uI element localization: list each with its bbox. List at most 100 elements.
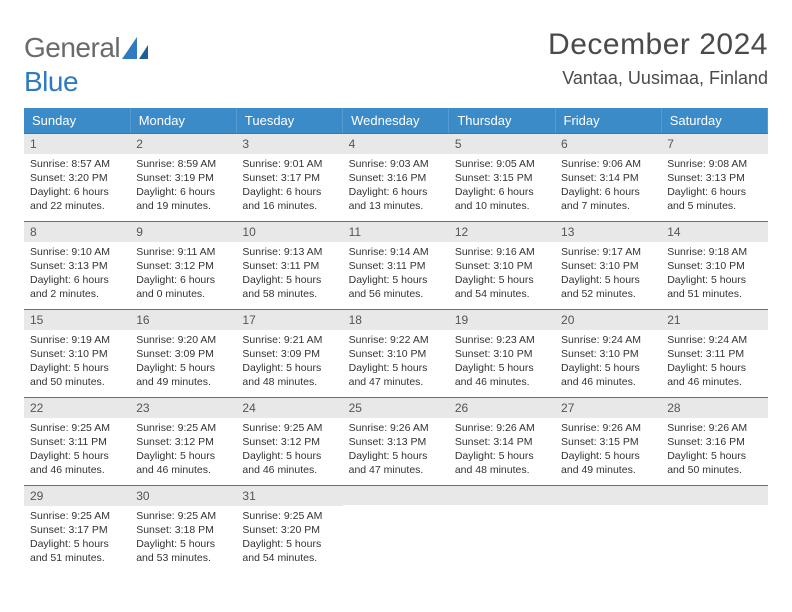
calendar-week: 1Sunrise: 8:57 AMSunset: 3:20 PMDaylight… bbox=[24, 133, 768, 221]
day-number: 3 bbox=[236, 134, 342, 154]
day-number: 2 bbox=[130, 134, 236, 154]
day-info: Sunrise: 9:23 AMSunset: 3:10 PMDaylight:… bbox=[449, 330, 555, 396]
day-number: 14 bbox=[661, 222, 767, 242]
day-info: Sunrise: 9:11 AMSunset: 3:12 PMDaylight:… bbox=[130, 242, 236, 308]
calendar-header: SundayMondayTuesdayWednesdayThursdayFrid… bbox=[24, 108, 768, 133]
calendar-cell: 14Sunrise: 9:18 AMSunset: 3:10 PMDayligh… bbox=[661, 221, 767, 309]
brand-word2: Blue bbox=[24, 66, 78, 97]
calendar-cell: 17Sunrise: 9:21 AMSunset: 3:09 PMDayligh… bbox=[236, 309, 342, 397]
day-number: 23 bbox=[130, 398, 236, 418]
day-info: Sunrise: 9:14 AMSunset: 3:11 PMDaylight:… bbox=[343, 242, 449, 308]
day-number: 29 bbox=[24, 486, 130, 506]
calendar-cell: 8Sunrise: 9:10 AMSunset: 3:13 PMDaylight… bbox=[24, 221, 130, 309]
day-info: Sunrise: 9:10 AMSunset: 3:13 PMDaylight:… bbox=[24, 242, 130, 308]
weekday-header: Sunday bbox=[24, 108, 130, 133]
calendar-cell: 24Sunrise: 9:25 AMSunset: 3:12 PMDayligh… bbox=[236, 397, 342, 485]
calendar-week: 15Sunrise: 9:19 AMSunset: 3:10 PMDayligh… bbox=[24, 309, 768, 397]
weekday-header: Monday bbox=[130, 108, 236, 133]
calendar-cell bbox=[555, 485, 661, 573]
day-info: Sunrise: 9:13 AMSunset: 3:11 PMDaylight:… bbox=[236, 242, 342, 308]
day-number bbox=[343, 486, 449, 505]
calendar-cell bbox=[343, 485, 449, 573]
calendar-cell bbox=[661, 485, 767, 573]
day-number bbox=[449, 486, 555, 505]
day-info: Sunrise: 9:01 AMSunset: 3:17 PMDaylight:… bbox=[236, 154, 342, 220]
calendar-table: SundayMondayTuesdayWednesdayThursdayFrid… bbox=[24, 108, 768, 573]
day-info: Sunrise: 9:25 AMSunset: 3:12 PMDaylight:… bbox=[236, 418, 342, 484]
day-number: 4 bbox=[343, 134, 449, 154]
day-info: Sunrise: 8:59 AMSunset: 3:19 PMDaylight:… bbox=[130, 154, 236, 220]
calendar-cell: 7Sunrise: 9:08 AMSunset: 3:13 PMDaylight… bbox=[661, 133, 767, 221]
day-info: Sunrise: 9:17 AMSunset: 3:10 PMDaylight:… bbox=[555, 242, 661, 308]
day-number: 15 bbox=[24, 310, 130, 330]
calendar-cell: 11Sunrise: 9:14 AMSunset: 3:11 PMDayligh… bbox=[343, 221, 449, 309]
calendar-cell: 1Sunrise: 8:57 AMSunset: 3:20 PMDaylight… bbox=[24, 133, 130, 221]
calendar-cell: 19Sunrise: 9:23 AMSunset: 3:10 PMDayligh… bbox=[449, 309, 555, 397]
calendar-cell bbox=[449, 485, 555, 573]
day-info: Sunrise: 9:16 AMSunset: 3:10 PMDaylight:… bbox=[449, 242, 555, 308]
calendar-cell: 3Sunrise: 9:01 AMSunset: 3:17 PMDaylight… bbox=[236, 133, 342, 221]
day-info: Sunrise: 9:24 AMSunset: 3:11 PMDaylight:… bbox=[661, 330, 767, 396]
day-info: Sunrise: 9:24 AMSunset: 3:10 PMDaylight:… bbox=[555, 330, 661, 396]
day-number: 24 bbox=[236, 398, 342, 418]
day-info: Sunrise: 9:25 AMSunset: 3:20 PMDaylight:… bbox=[236, 506, 342, 572]
day-number: 7 bbox=[661, 134, 767, 154]
calendar-week: 22Sunrise: 9:25 AMSunset: 3:11 PMDayligh… bbox=[24, 397, 768, 485]
day-number: 18 bbox=[343, 310, 449, 330]
day-info: Sunrise: 9:20 AMSunset: 3:09 PMDaylight:… bbox=[130, 330, 236, 396]
day-info: Sunrise: 8:57 AMSunset: 3:20 PMDaylight:… bbox=[24, 154, 130, 220]
day-info: Sunrise: 9:26 AMSunset: 3:13 PMDaylight:… bbox=[343, 418, 449, 484]
day-number: 30 bbox=[130, 486, 236, 506]
calendar-cell: 30Sunrise: 9:25 AMSunset: 3:18 PMDayligh… bbox=[130, 485, 236, 573]
day-info: Sunrise: 9:03 AMSunset: 3:16 PMDaylight:… bbox=[343, 154, 449, 220]
day-number: 9 bbox=[130, 222, 236, 242]
day-info: Sunrise: 9:18 AMSunset: 3:10 PMDaylight:… bbox=[661, 242, 767, 308]
calendar-body: 1Sunrise: 8:57 AMSunset: 3:20 PMDaylight… bbox=[24, 133, 768, 573]
calendar-cell: 20Sunrise: 9:24 AMSunset: 3:10 PMDayligh… bbox=[555, 309, 661, 397]
calendar-cell: 26Sunrise: 9:26 AMSunset: 3:14 PMDayligh… bbox=[449, 397, 555, 485]
day-number: 19 bbox=[449, 310, 555, 330]
day-number: 27 bbox=[555, 398, 661, 418]
day-number: 25 bbox=[343, 398, 449, 418]
brand-logo: GeneralBlue bbox=[24, 28, 148, 98]
calendar-cell: 28Sunrise: 9:26 AMSunset: 3:16 PMDayligh… bbox=[661, 397, 767, 485]
calendar-cell: 29Sunrise: 9:25 AMSunset: 3:17 PMDayligh… bbox=[24, 485, 130, 573]
calendar-cell: 5Sunrise: 9:05 AMSunset: 3:15 PMDaylight… bbox=[449, 133, 555, 221]
day-info: Sunrise: 9:21 AMSunset: 3:09 PMDaylight:… bbox=[236, 330, 342, 396]
calendar-cell: 15Sunrise: 9:19 AMSunset: 3:10 PMDayligh… bbox=[24, 309, 130, 397]
calendar-cell: 21Sunrise: 9:24 AMSunset: 3:11 PMDayligh… bbox=[661, 309, 767, 397]
brand-word1: General bbox=[24, 32, 120, 63]
calendar-cell: 12Sunrise: 9:16 AMSunset: 3:10 PMDayligh… bbox=[449, 221, 555, 309]
month-title: December 2024 bbox=[548, 28, 768, 62]
day-number: 8 bbox=[24, 222, 130, 242]
day-number: 11 bbox=[343, 222, 449, 242]
calendar-cell: 16Sunrise: 9:20 AMSunset: 3:09 PMDayligh… bbox=[130, 309, 236, 397]
day-number bbox=[555, 486, 661, 505]
calendar-cell: 23Sunrise: 9:25 AMSunset: 3:12 PMDayligh… bbox=[130, 397, 236, 485]
day-info: Sunrise: 9:25 AMSunset: 3:12 PMDaylight:… bbox=[130, 418, 236, 484]
day-info: Sunrise: 9:08 AMSunset: 3:13 PMDaylight:… bbox=[661, 154, 767, 220]
calendar-cell: 4Sunrise: 9:03 AMSunset: 3:16 PMDaylight… bbox=[343, 133, 449, 221]
weekday-header: Saturday bbox=[661, 108, 767, 133]
calendar-cell: 13Sunrise: 9:17 AMSunset: 3:10 PMDayligh… bbox=[555, 221, 661, 309]
calendar-week: 8Sunrise: 9:10 AMSunset: 3:13 PMDaylight… bbox=[24, 221, 768, 309]
day-info: Sunrise: 9:22 AMSunset: 3:10 PMDaylight:… bbox=[343, 330, 449, 396]
calendar-week: 29Sunrise: 9:25 AMSunset: 3:17 PMDayligh… bbox=[24, 485, 768, 573]
day-number: 6 bbox=[555, 134, 661, 154]
day-number bbox=[661, 486, 767, 505]
calendar-cell: 27Sunrise: 9:26 AMSunset: 3:15 PMDayligh… bbox=[555, 397, 661, 485]
day-info: Sunrise: 9:25 AMSunset: 3:11 PMDaylight:… bbox=[24, 418, 130, 484]
day-number: 12 bbox=[449, 222, 555, 242]
header-row: GeneralBlue December 2024 Vantaa, Uusima… bbox=[24, 28, 768, 98]
location-subtitle: Vantaa, Uusimaa, Finland bbox=[548, 68, 768, 89]
day-number: 17 bbox=[236, 310, 342, 330]
day-number: 1 bbox=[24, 134, 130, 154]
day-number: 28 bbox=[661, 398, 767, 418]
day-info: Sunrise: 9:06 AMSunset: 3:14 PMDaylight:… bbox=[555, 154, 661, 220]
calendar-cell: 31Sunrise: 9:25 AMSunset: 3:20 PMDayligh… bbox=[236, 485, 342, 573]
day-number: 10 bbox=[236, 222, 342, 242]
calendar-cell: 6Sunrise: 9:06 AMSunset: 3:14 PMDaylight… bbox=[555, 133, 661, 221]
weekday-header: Friday bbox=[555, 108, 661, 133]
day-number: 5 bbox=[449, 134, 555, 154]
day-info: Sunrise: 9:26 AMSunset: 3:15 PMDaylight:… bbox=[555, 418, 661, 484]
